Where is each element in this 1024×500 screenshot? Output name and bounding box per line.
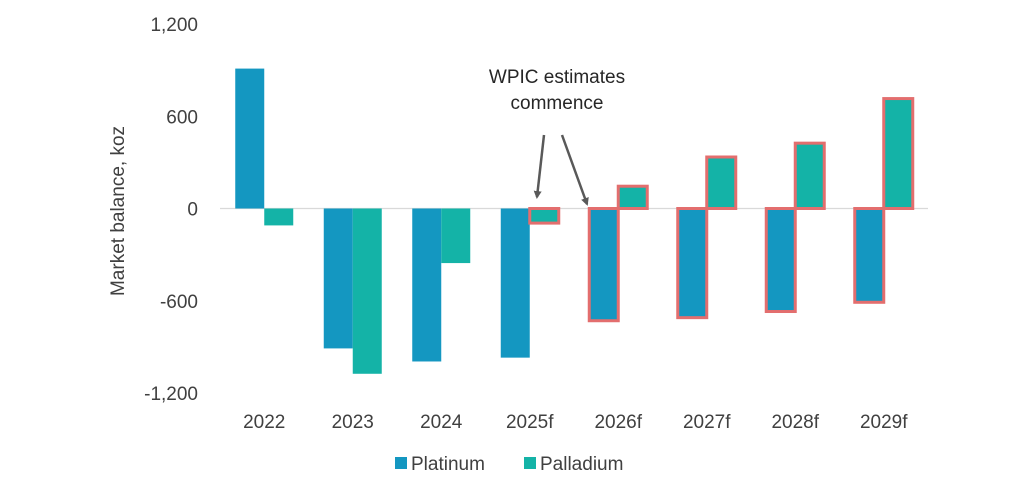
bar-platinum-2025f	[500, 208, 530, 358]
bar-palladium-2025f	[528, 207, 561, 225]
arrow-to-2025f	[533, 134, 546, 199]
x-tick-label: 2029f	[860, 412, 908, 433]
x-tick-label: 2024	[420, 412, 463, 433]
bar-palladium-2027f	[705, 155, 738, 210]
bar-platinum-2027f	[676, 207, 709, 320]
x-tick-label: 2025f	[506, 412, 554, 433]
legend-label-platinum: Platinum	[411, 454, 485, 475]
y-tick-label: -1,200	[144, 384, 198, 405]
legend-swatch-palladium	[524, 457, 536, 469]
legend-swatch-platinum	[395, 457, 407, 469]
y-tick-label: -600	[160, 292, 198, 313]
bar-palladium-2029f	[882, 97, 915, 210]
y-tick-label: 1,200	[150, 15, 198, 36]
bar-platinum-2022	[235, 68, 265, 209]
bar-palladium-2024	[441, 208, 471, 264]
x-tick-label: 2028f	[771, 412, 819, 433]
bar-palladium-2023	[352, 208, 382, 374]
bar-platinum-2024	[412, 208, 442, 362]
x-tick-label: 2022	[243, 412, 285, 433]
y-tick-label: 600	[166, 107, 198, 128]
y-tick-label: 0	[187, 200, 198, 221]
bar-platinum-2023	[323, 208, 353, 349]
bar-palladium-2028f	[793, 141, 826, 210]
x-tick-label: 2026f	[594, 412, 642, 433]
bar-palladium-2022	[264, 208, 294, 226]
bar-platinum-2026f	[587, 207, 620, 323]
x-tick-label: 2027f	[683, 412, 731, 433]
bar-platinum-2028f	[764, 207, 797, 314]
bar-palladium-2026f	[616, 184, 649, 211]
x-tick-label: 2023	[332, 412, 374, 433]
y-axis-title: Market balance, koz	[108, 126, 129, 296]
bar-platinum-2029f	[853, 207, 886, 304]
annotation-line-1: WPIC estimates	[489, 67, 625, 88]
legend-label-palladium: Palladium	[540, 454, 623, 475]
annotation-line-2: commence	[511, 93, 604, 114]
arrow-to-2026f	[560, 134, 589, 206]
